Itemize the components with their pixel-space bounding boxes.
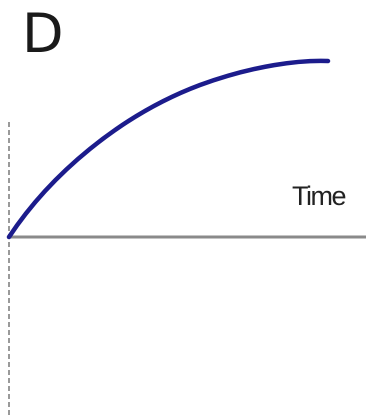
x-axis-label: Time bbox=[292, 181, 347, 211]
rising-curve bbox=[6, 58, 331, 240]
panel-letter: D bbox=[22, 2, 64, 65]
